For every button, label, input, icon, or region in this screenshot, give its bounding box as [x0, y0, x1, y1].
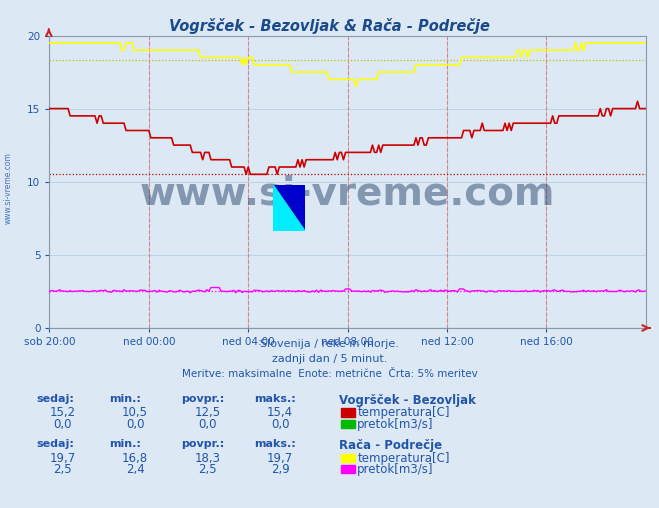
Text: 2,5: 2,5 [198, 463, 217, 477]
Text: 2,9: 2,9 [271, 463, 289, 477]
Text: 0,0: 0,0 [126, 418, 144, 431]
Text: temperatura[C]: temperatura[C] [357, 406, 449, 420]
Text: temperatura[C]: temperatura[C] [357, 452, 449, 465]
Text: maks.:: maks.: [254, 394, 295, 404]
Text: www.si-vreme.com: www.si-vreme.com [140, 174, 556, 212]
Text: sedaj:: sedaj: [36, 394, 74, 404]
Text: www.si-vreme.com: www.si-vreme.com [4, 152, 13, 224]
Text: 16,8: 16,8 [122, 452, 148, 465]
Text: 19,7: 19,7 [49, 452, 76, 465]
Text: Rača - Podrečje: Rača - Podrečje [339, 439, 442, 453]
Text: Vogršček - Bezovljak & Rača - Podrečje: Vogršček - Bezovljak & Rača - Podrečje [169, 18, 490, 34]
Text: Meritve: maksimalne  Enote: metrične  Črta: 5% meritev: Meritve: maksimalne Enote: metrične Črta… [182, 369, 477, 379]
Text: zadnji dan / 5 minut.: zadnji dan / 5 minut. [272, 354, 387, 364]
Polygon shape [273, 185, 305, 231]
Text: 0,0: 0,0 [53, 418, 72, 431]
Text: 2,5: 2,5 [53, 463, 72, 477]
Text: povpr.:: povpr.: [181, 439, 225, 450]
Text: Vogršček - Bezovljak: Vogršček - Bezovljak [339, 394, 476, 407]
Text: 15,2: 15,2 [49, 406, 76, 420]
Text: povpr.:: povpr.: [181, 394, 225, 404]
Text: 18,3: 18,3 [194, 452, 221, 465]
Text: 10,5: 10,5 [122, 406, 148, 420]
Text: pretok[m3/s]: pretok[m3/s] [357, 418, 434, 431]
Text: 0,0: 0,0 [271, 418, 289, 431]
Text: maks.:: maks.: [254, 439, 295, 450]
Text: 15,4: 15,4 [267, 406, 293, 420]
Text: 0,0: 0,0 [198, 418, 217, 431]
Text: 19,7: 19,7 [267, 452, 293, 465]
Text: min.:: min.: [109, 439, 140, 450]
Text: Slovenija / reke in morje.: Slovenija / reke in morje. [260, 339, 399, 349]
Text: sedaj:: sedaj: [36, 439, 74, 450]
Text: 12,5: 12,5 [194, 406, 221, 420]
Text: pretok[m3/s]: pretok[m3/s] [357, 463, 434, 477]
Polygon shape [273, 185, 305, 231]
Text: 2,4: 2,4 [126, 463, 144, 477]
Text: min.:: min.: [109, 394, 140, 404]
